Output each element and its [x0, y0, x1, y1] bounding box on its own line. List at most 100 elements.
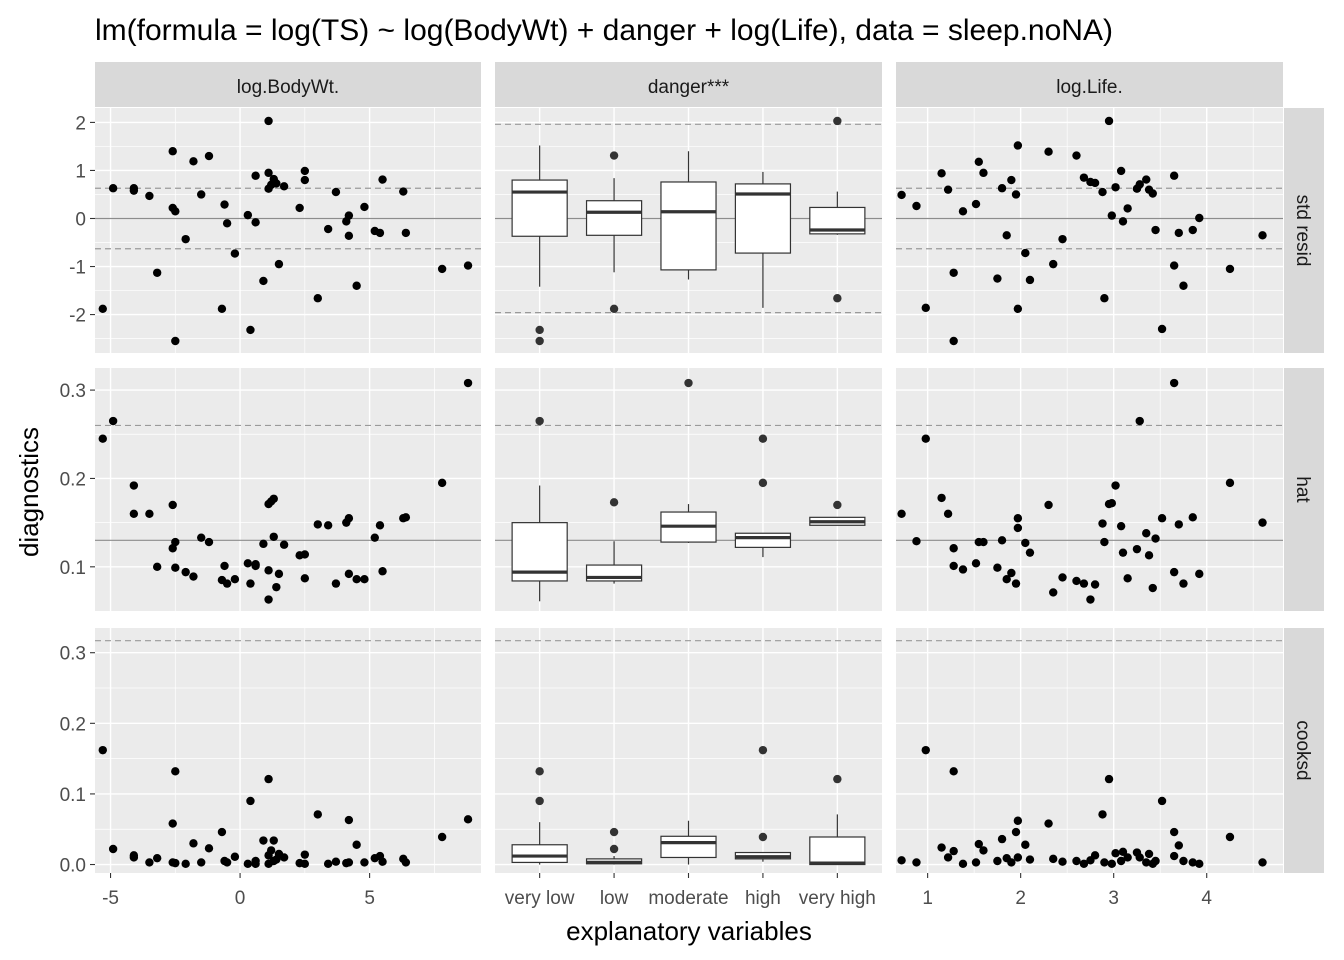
- data-point: [912, 536, 921, 546]
- data-point: [993, 274, 1002, 283]
- data-point: [958, 565, 968, 574]
- data-point: [1116, 856, 1126, 866]
- data-point: [204, 844, 214, 853]
- data-point: [1151, 856, 1160, 866]
- data-point: [269, 532, 278, 541]
- data-point: [323, 224, 333, 234]
- boxplot-high: [734, 745, 792, 862]
- data-point: [189, 157, 198, 166]
- data-point: [1090, 851, 1100, 860]
- data-point: [971, 199, 981, 209]
- data-point: [1049, 588, 1058, 597]
- data-point: [1132, 544, 1142, 554]
- data-point: [1079, 173, 1089, 182]
- data-point: [921, 434, 930, 443]
- outlier-point: [535, 325, 544, 335]
- data-point: [323, 859, 333, 869]
- boxplot-very-high: [809, 774, 866, 866]
- y-tick-label: -2: [69, 306, 86, 327]
- boxplot-low: [585, 827, 643, 865]
- data-point: [1044, 819, 1053, 828]
- data-point: [1174, 228, 1184, 238]
- data-point: [98, 304, 107, 314]
- boxplot-low: [585, 498, 643, 584]
- data-point: [129, 184, 139, 193]
- x-tick-label: high: [745, 888, 781, 909]
- data-point: [274, 569, 284, 579]
- data-point: [1011, 190, 1021, 199]
- boxplot-very-low: [511, 145, 568, 346]
- data-point: [943, 185, 953, 194]
- data-point: [1179, 856, 1188, 866]
- data-point: [1025, 275, 1035, 285]
- x-tick-label: moderate: [648, 888, 728, 909]
- data-point: [1123, 204, 1132, 213]
- outlier-point: [609, 304, 619, 314]
- data-point: [259, 836, 268, 845]
- boxplot-very-low: [511, 416, 568, 602]
- data-point: [168, 858, 177, 867]
- outlier-point: [609, 844, 619, 854]
- data-point: [129, 853, 139, 862]
- data-point: [1007, 568, 1016, 578]
- data-point: [1142, 529, 1151, 538]
- y-tick-label: 0.3: [60, 644, 86, 665]
- data-point: [1174, 520, 1184, 529]
- data-point: [1225, 264, 1235, 274]
- data-point: [979, 168, 988, 178]
- outlier-point: [758, 434, 768, 443]
- data-point: [269, 494, 278, 503]
- column-strip-label: danger***: [648, 77, 730, 98]
- y-tick-label: 0.2: [60, 469, 86, 490]
- data-point: [1007, 858, 1016, 867]
- data-point: [937, 169, 946, 178]
- data-point: [1118, 548, 1128, 557]
- data-point: [1044, 147, 1053, 156]
- data-point: [1151, 225, 1160, 235]
- data-point: [1188, 225, 1197, 235]
- data-point: [197, 533, 206, 542]
- data-point: [204, 151, 214, 161]
- data-point: [272, 582, 281, 592]
- data-point: [197, 190, 206, 199]
- row-strip-label: hat: [1292, 476, 1313, 503]
- data-point: [943, 509, 953, 518]
- data-point: [958, 207, 968, 216]
- data-point: [171, 537, 180, 547]
- data-point: [1118, 217, 1128, 226]
- data-point: [1195, 213, 1204, 223]
- data-point: [1123, 853, 1132, 862]
- data-point: [401, 513, 411, 522]
- plot-title: lm(formula = log(TS) ~ log(BodyWt) + dan…: [95, 14, 1113, 47]
- data-point: [979, 537, 988, 547]
- data-point: [108, 416, 118, 426]
- outlier-point: [535, 336, 544, 346]
- data-point: [222, 858, 232, 867]
- column-strip: [95, 62, 481, 107]
- data-point: [1002, 231, 1011, 240]
- data-point: [1072, 151, 1081, 160]
- data-point: [251, 171, 260, 180]
- data-point: [971, 559, 981, 568]
- y-tick-label: 0.2: [60, 714, 86, 735]
- data-point: [1058, 234, 1067, 244]
- panel-background: [896, 628, 1283, 873]
- data-point: [1174, 841, 1184, 850]
- panel-background: [896, 108, 1283, 353]
- panel-hat-0: 0.1 0.2 0.3: [60, 368, 481, 611]
- data-point: [937, 493, 946, 503]
- data-point: [1258, 231, 1267, 240]
- data-point: [971, 858, 981, 867]
- data-point: [331, 187, 341, 197]
- data-point: [1157, 324, 1167, 334]
- data-point: [375, 228, 385, 238]
- outlier-point: [758, 832, 768, 842]
- x-tick-label: very high: [799, 888, 876, 909]
- data-point: [1225, 478, 1235, 488]
- box-iqr: [511, 844, 568, 864]
- data-point: [1086, 595, 1095, 604]
- data-point: [1013, 816, 1023, 825]
- data-point: [897, 190, 906, 200]
- x-tick-label: 1: [922, 888, 933, 909]
- data-point: [1090, 178, 1100, 188]
